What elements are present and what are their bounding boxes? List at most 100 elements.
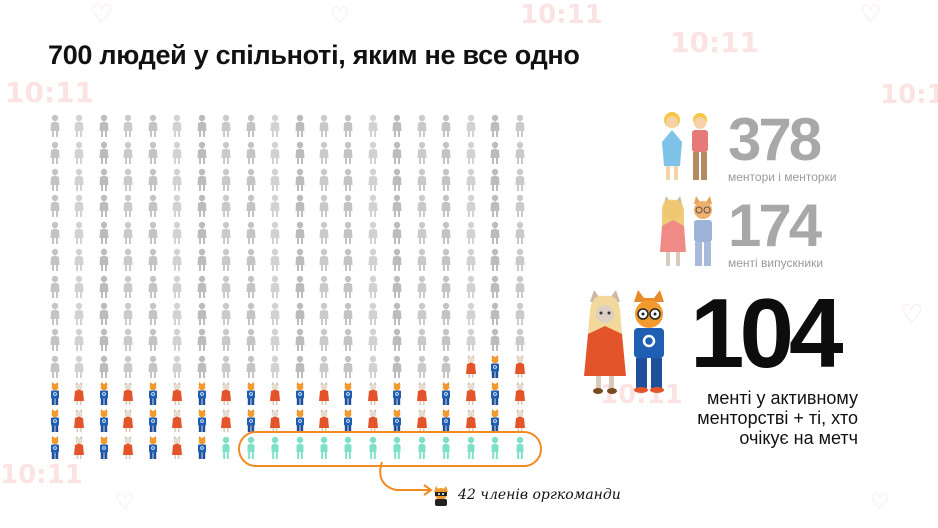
- person-icon: [122, 355, 134, 379]
- person-icon: [269, 275, 281, 299]
- mentee-cat-icon: [245, 408, 257, 433]
- person-icon: [171, 275, 183, 299]
- person-icon: [440, 168, 452, 192]
- person-icon: [391, 328, 403, 352]
- orgteam-person-icon: [269, 436, 281, 460]
- person-icon: [391, 275, 403, 299]
- person-icon: [294, 168, 306, 192]
- person-icon: [269, 168, 281, 192]
- person-icon: [73, 141, 85, 165]
- person-icon: [196, 168, 208, 192]
- orgteam-person-icon: [367, 436, 379, 460]
- mentee-girl-icon: [73, 382, 85, 406]
- person-icon: [294, 302, 306, 326]
- person-icon: [342, 328, 354, 352]
- person-icon: [49, 355, 61, 379]
- stat-graduates: 174 менті випускники: [728, 196, 824, 271]
- mentee-girl-icon: [122, 382, 134, 406]
- mentee-girl-icon: [367, 408, 379, 433]
- person-icon: [294, 248, 306, 272]
- person-icon: [416, 302, 428, 326]
- person-icon: [465, 328, 477, 352]
- person-icon: [171, 114, 183, 138]
- mentee-girl-icon: [73, 408, 85, 433]
- person-icon: [245, 328, 257, 352]
- orgteam-arrow-icon: [379, 461, 433, 496]
- person-icon: [367, 275, 379, 299]
- person-icon: [220, 355, 232, 379]
- mentee-cat-icon: [391, 408, 403, 433]
- person-icon: [49, 114, 61, 138]
- person-icon: [98, 114, 110, 138]
- person-icon: [196, 275, 208, 299]
- mentee-girl-icon: [465, 408, 477, 433]
- person-icon: [514, 114, 526, 138]
- person-icon: [342, 355, 354, 379]
- ninja-cat-icon: [434, 486, 448, 506]
- mentee-cat-icon: [489, 355, 501, 379]
- person-icon: [416, 275, 428, 299]
- person-icon: [73, 168, 85, 192]
- mentee-girl-icon: [514, 355, 526, 379]
- active-caption: менті у активному менторстві + ті, хто о…: [697, 388, 858, 449]
- person-icon: [367, 302, 379, 326]
- person-icon: [342, 194, 354, 218]
- person-icon: [220, 328, 232, 352]
- graduates-caption: менті випускники: [728, 256, 824, 270]
- mentee-cat-icon: [342, 408, 354, 433]
- person-icon: [416, 168, 428, 192]
- person-icon: [489, 275, 501, 299]
- person-icon: [196, 114, 208, 138]
- person-icon: [196, 248, 208, 272]
- person-icon: [465, 194, 477, 218]
- person-icon: [440, 194, 452, 218]
- mentee-cat-icon: [98, 382, 110, 406]
- person-icon: [122, 248, 134, 272]
- person-icon: [342, 221, 354, 245]
- person-icon: [416, 141, 428, 165]
- person-icon: [489, 168, 501, 192]
- person-icon: [73, 221, 85, 245]
- person-icon: [220, 194, 232, 218]
- person-icon: [465, 114, 477, 138]
- mentors-caption: ментори і менторки: [728, 170, 837, 184]
- person-icon: [122, 221, 134, 245]
- mentee-girl-icon: [465, 382, 477, 406]
- person-icon: [465, 275, 477, 299]
- orgteam-person-icon: [416, 436, 428, 460]
- person-icon: [465, 248, 477, 272]
- orgteam-note: 42 членів оргкоманди: [430, 484, 621, 506]
- person-icon: [269, 248, 281, 272]
- person-icon: [489, 114, 501, 138]
- mentee-cat-icon: [342, 382, 354, 406]
- person-icon: [171, 221, 183, 245]
- mentee-cat-icon: [245, 382, 257, 406]
- mentee-girl-icon: [514, 382, 526, 406]
- person-icon: [98, 302, 110, 326]
- person-icon: [489, 328, 501, 352]
- person-icon: [367, 168, 379, 192]
- person-icon: [220, 221, 232, 245]
- person-icon: [98, 168, 110, 192]
- mentee-cat-icon: [294, 382, 306, 406]
- person-icon: [269, 114, 281, 138]
- person-icon: [73, 248, 85, 272]
- mentee-girl-icon: [171, 435, 183, 460]
- person-icon: [98, 328, 110, 352]
- person-icon: [489, 221, 501, 245]
- person-icon: [49, 168, 61, 192]
- person-icon: [245, 194, 257, 218]
- mentee-girl-icon: [514, 408, 526, 433]
- person-icon: [342, 275, 354, 299]
- mentee-girl-icon: [416, 382, 428, 406]
- person-icon: [294, 355, 306, 379]
- person-icon: [514, 248, 526, 272]
- person-icon: [440, 355, 452, 379]
- person-icon: [147, 194, 159, 218]
- orgteam-person-icon: [342, 436, 354, 460]
- person-icon: [514, 141, 526, 165]
- mentee-cat-icon: [49, 408, 61, 433]
- person-icon: [73, 328, 85, 352]
- person-icon: [220, 114, 232, 138]
- person-icon: [147, 141, 159, 165]
